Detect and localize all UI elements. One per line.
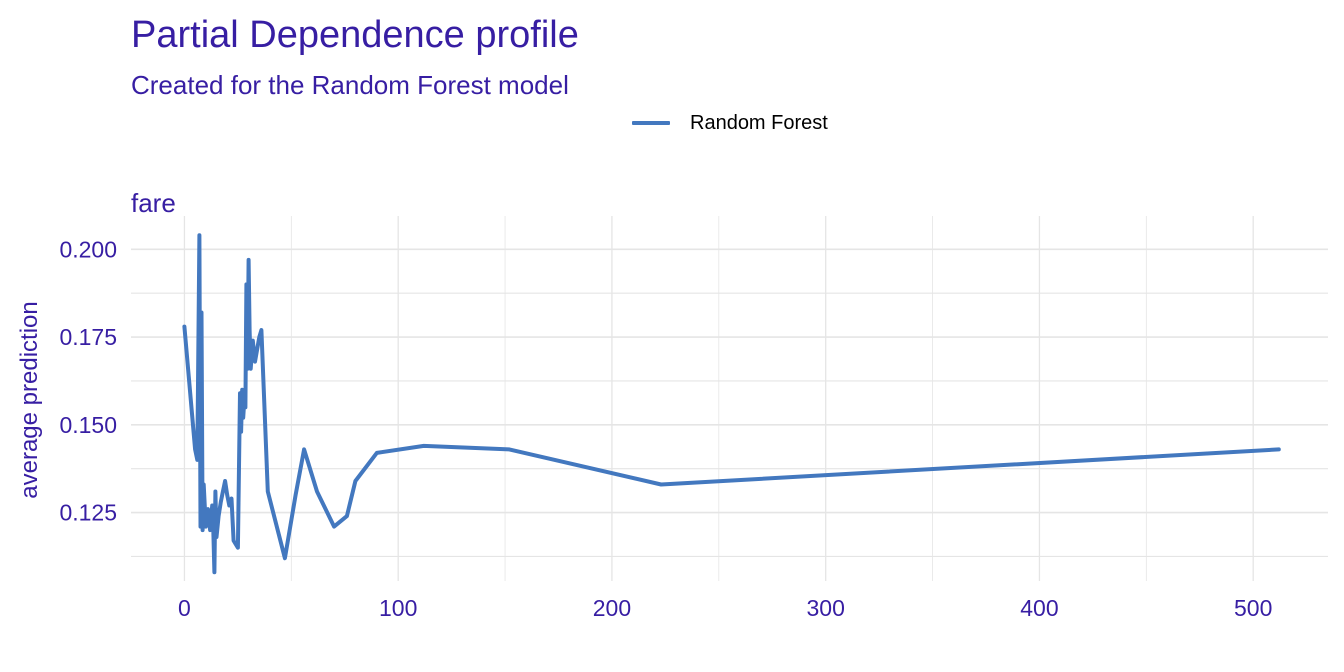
tick-labels: 0 100 200 300 400 500 0.125 0.150 0.175 0.200 — [59, 236, 1272, 621]
y-tick-label: 0.175 — [59, 324, 117, 350]
x-tick-label: 300 — [807, 595, 845, 621]
y-tick-label: 0.200 — [59, 236, 117, 262]
grid-minor — [131, 216, 1328, 581]
x-tick-label: 200 — [593, 595, 631, 621]
x-tick-label: 0 — [178, 595, 191, 621]
grid-major — [131, 216, 1328, 581]
chart-title: Partial Dependence profile — [131, 14, 579, 56]
panel-label: fare — [131, 188, 176, 218]
legend: Random Forest — [632, 110, 828, 136]
x-tick-label: 400 — [1020, 595, 1058, 621]
series-line-random-forest — [182, 233, 1281, 575]
legend-key-random-forest — [632, 121, 670, 125]
x-tick-label: 100 — [379, 595, 417, 621]
y-tick-label: 0.125 — [59, 500, 117, 526]
chart-subtitle: Created for the Random Forest model — [131, 70, 569, 100]
y-tick-label: 0.150 — [59, 412, 117, 438]
x-tick-label: 500 — [1234, 595, 1272, 621]
legend-label-random-forest: Random Forest — [690, 111, 828, 134]
series-group — [182, 233, 1281, 575]
